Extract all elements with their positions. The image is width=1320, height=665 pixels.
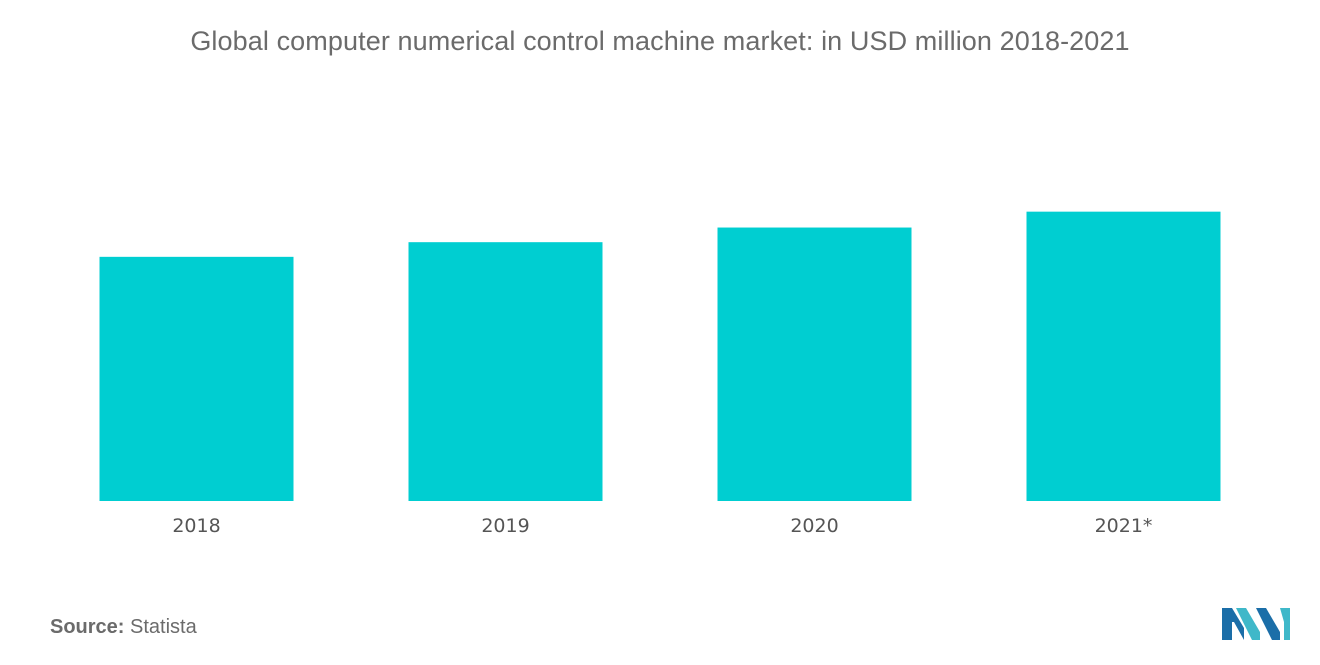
bar-2018 — [99, 256, 294, 501]
x-tick-label: 2020 — [790, 515, 838, 537]
x-tick-label: 2021* — [1095, 515, 1153, 537]
bar-2019 — [408, 242, 603, 501]
bar-2020 — [717, 227, 912, 502]
source-label: Source: — [50, 616, 125, 638]
mordor-intelligence-logo-icon — [1222, 608, 1290, 640]
source-value: Statista — [130, 616, 197, 638]
bar-2021 — [1026, 211, 1221, 501]
x-tick-label: 2018 — [172, 515, 220, 537]
chart-title: Global computer numerical control machin… — [190, 26, 1130, 56]
source-note: Source: Statista — [50, 616, 197, 639]
x-tick-label: 2019 — [481, 515, 529, 537]
